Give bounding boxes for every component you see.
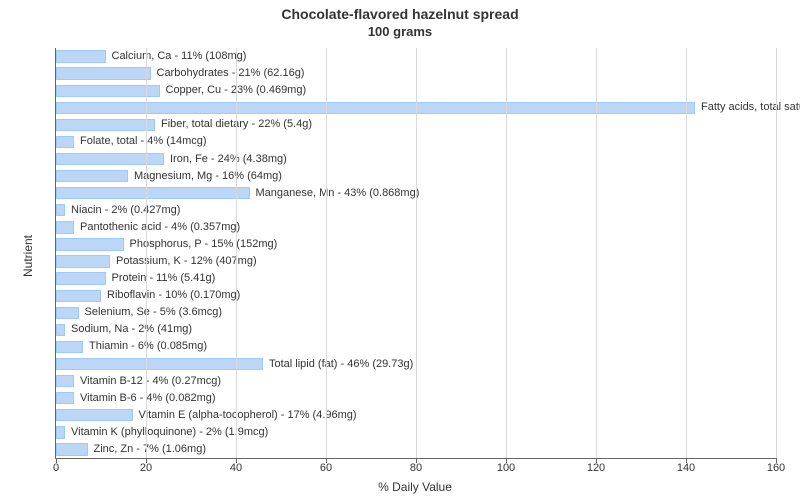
bar (56, 255, 110, 267)
bar-label: Niacin - 2% (0.427mg) (71, 205, 180, 216)
chart-title: Chocolate-flavored hazelnut spread 100 g… (0, 6, 800, 39)
bar-label: Riboflavin - 10% (0.170mg) (107, 290, 240, 301)
bar-label: Vitamin E (alpha-tocopherol) - 17% (4.96… (139, 410, 357, 421)
bar (56, 238, 124, 250)
x-tick-label: 100 (497, 462, 515, 474)
bar (56, 187, 250, 199)
chart-title-line2: 100 grams (0, 24, 800, 39)
x-tick-label: 40 (230, 462, 242, 474)
gridline (596, 48, 597, 458)
bar-label: Zinc, Zn - 7% (1.06mg) (94, 444, 206, 455)
bar-label: Magnesium, Mg - 16% (64mg) (134, 171, 282, 182)
bar-label: Iron, Fe - 24% (4.38mg) (170, 154, 287, 165)
gridline (686, 48, 687, 458)
bar (56, 119, 155, 131)
gridline (776, 48, 777, 458)
x-tick-label: 120 (587, 462, 605, 474)
bar (56, 392, 74, 404)
bar-label: Vitamin B-12 - 4% (0.27mcg) (80, 376, 221, 387)
bar (56, 324, 65, 336)
bar (56, 409, 133, 421)
gridline (326, 48, 327, 458)
bar (56, 85, 160, 97)
bar-label: Vitamin B-6 - 4% (0.082mg) (80, 393, 216, 404)
gridline (236, 48, 237, 458)
gridline (146, 48, 147, 458)
bar (56, 375, 74, 387)
gridline (416, 48, 417, 458)
bar (56, 426, 65, 438)
bar (56, 443, 88, 455)
plot-area: Calcium, Ca - 11% (108mg) Carbohydrates -… (55, 48, 776, 459)
bar (56, 341, 83, 353)
bar-label: Selenium, Se - 5% (3.6mcg) (85, 307, 223, 318)
bar (56, 67, 151, 79)
x-tick-label: 0 (53, 462, 59, 474)
bar-label: Phosphorus, P - 15% (152mg) (130, 239, 278, 250)
x-axis-label: % Daily Value (55, 480, 775, 494)
bar-label: Calcium, Ca - 11% (108mg) (112, 51, 247, 62)
bar-label: Fatty acids, total saturated - 142% (28.… (701, 102, 800, 113)
bar (56, 204, 65, 216)
bar (56, 272, 106, 284)
x-tick-label: 60 (320, 462, 332, 474)
bar (56, 170, 128, 182)
bar-label: Vitamin K (phylloquinone) - 2% (1.9mcg) (71, 427, 268, 438)
bar (56, 153, 164, 165)
bar (56, 290, 101, 302)
bar-label: Total lipid (fat) - 46% (29.73g) (269, 359, 413, 370)
chart-title-line1: Chocolate-flavored hazelnut spread (0, 6, 800, 22)
bar-label: Carbohydrates - 21% (62.16g) (157, 68, 305, 79)
bar-label: Protein - 11% (5.41g) (112, 273, 216, 284)
bar-label: Thiamin - 6% (0.085mg) (89, 341, 207, 352)
bar (56, 358, 263, 370)
bar (56, 136, 74, 148)
x-tick-label: 140 (677, 462, 695, 474)
y-axis-label: Nutrient (21, 235, 35, 277)
bar (56, 221, 74, 233)
bar (56, 307, 79, 319)
bar-label: Pantothenic acid - 4% (0.357mg) (80, 222, 240, 233)
bar-label: Folate, total - 4% (14mcg) (80, 136, 207, 147)
x-tick-label: 160 (767, 462, 785, 474)
gridline (506, 48, 507, 458)
x-tick-label: 20 (140, 462, 152, 474)
x-tick-label: 80 (410, 462, 422, 474)
bar-label: Manganese, Mn - 43% (0.868mg) (256, 188, 420, 199)
bar (56, 50, 106, 62)
bar-label: Sodium, Na - 2% (41mg) (71, 324, 192, 335)
nutrient-chart: Chocolate-flavored hazelnut spread 100 g… (0, 0, 800, 500)
bar (56, 102, 695, 114)
